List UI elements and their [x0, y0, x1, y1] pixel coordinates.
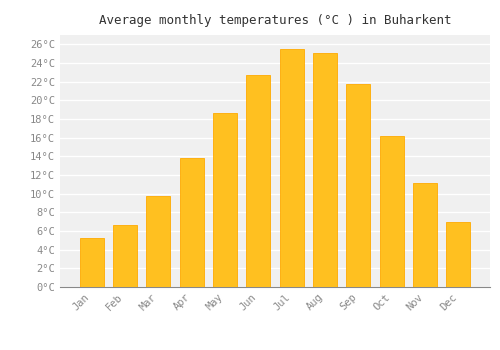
Bar	[180, 158, 204, 287]
Bar	[280, 49, 303, 287]
Bar	[213, 113, 237, 287]
Bar	[246, 75, 270, 287]
Bar	[146, 196, 171, 287]
Bar	[446, 222, 470, 287]
Bar	[80, 238, 104, 287]
Bar	[380, 136, 404, 287]
Bar	[413, 183, 437, 287]
Bar	[313, 53, 337, 287]
Title: Average monthly temperatures (°C ) in Buharkent: Average monthly temperatures (°C ) in Bu…	[99, 14, 451, 27]
Bar	[346, 84, 370, 287]
Bar	[113, 225, 137, 287]
